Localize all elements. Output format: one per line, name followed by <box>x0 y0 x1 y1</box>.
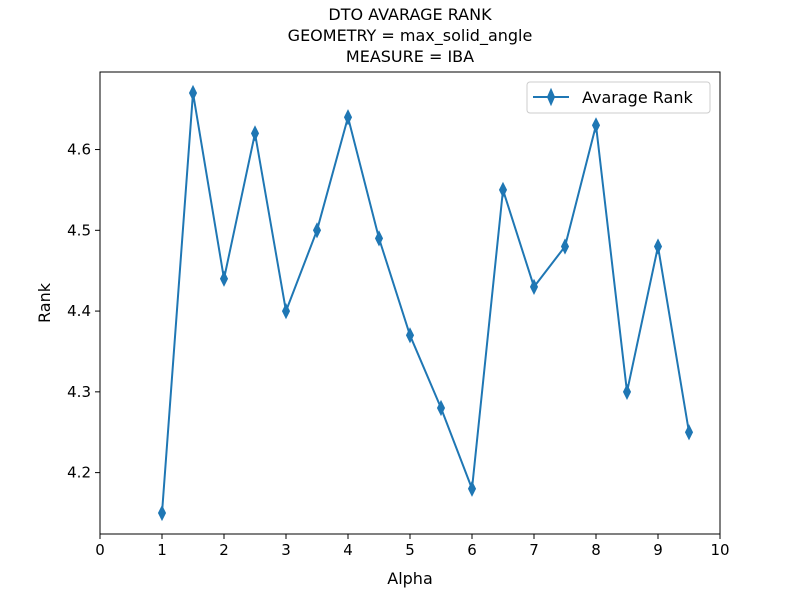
x-tick-label: 8 <box>591 541 601 559</box>
x-tick-label: 10 <box>710 541 729 559</box>
data-point <box>653 238 663 255</box>
x-tick-label: 1 <box>157 541 167 559</box>
x-axis: 0 1 2 3 4 5 6 7 8 9 10 <box>95 534 730 559</box>
data-point <box>622 383 632 400</box>
y-tick-label: 4.2 <box>67 464 91 482</box>
x-tick-label: 7 <box>529 541 539 559</box>
legend-label: Avarage Rank <box>582 88 693 107</box>
data-point <box>529 278 539 295</box>
x-tick-label: 5 <box>405 541 415 559</box>
data-point <box>560 238 570 255</box>
data-point <box>157 504 167 522</box>
y-tick-label: 4.6 <box>67 141 91 159</box>
data-point <box>312 222 322 239</box>
legend: Avarage Rank <box>526 81 711 114</box>
data-point <box>467 480 477 497</box>
series-line <box>161 92 690 514</box>
data-point <box>374 230 384 247</box>
legend-marker-diamond-icon <box>546 87 556 107</box>
x-tick-label: 0 <box>95 541 105 559</box>
legend-box <box>526 81 711 114</box>
y-tick-label: 4.3 <box>67 383 91 401</box>
data-point <box>188 84 198 102</box>
y-axis-label: Rank <box>35 282 54 323</box>
plot-frame <box>99 71 721 535</box>
y-axis: 4.2 4.3 4.4 4.5 4.6 <box>67 141 100 482</box>
x-tick-label: 9 <box>653 541 663 559</box>
x-tick-label: 2 <box>219 541 229 559</box>
data-point <box>250 125 260 142</box>
chart-title: DTO AVARAGE RANK GEOMETRY = max_solid_an… <box>288 5 533 66</box>
data-point <box>684 424 694 441</box>
data-point <box>343 109 353 126</box>
chart-title-line-1: DTO AVARAGE RANK <box>328 5 492 24</box>
x-tick-label: 3 <box>281 541 291 559</box>
chart-title-line-2: GEOMETRY = max_solid_angle <box>288 26 533 46</box>
x-axis-label: Alpha <box>387 569 433 588</box>
data-point <box>281 302 291 320</box>
data-point <box>219 270 229 287</box>
data-point <box>436 399 446 417</box>
x-tick-label: 6 <box>467 541 477 559</box>
data-point <box>591 117 601 134</box>
y-tick-label: 4.4 <box>67 302 91 320</box>
data-point <box>498 181 508 199</box>
x-tick-label: 4 <box>343 541 353 559</box>
y-tick-label: 4.5 <box>67 221 91 239</box>
chart-title-line-3: MEASURE = IBA <box>346 47 474 66</box>
data-point <box>405 327 415 344</box>
series-layer <box>157 84 694 522</box>
